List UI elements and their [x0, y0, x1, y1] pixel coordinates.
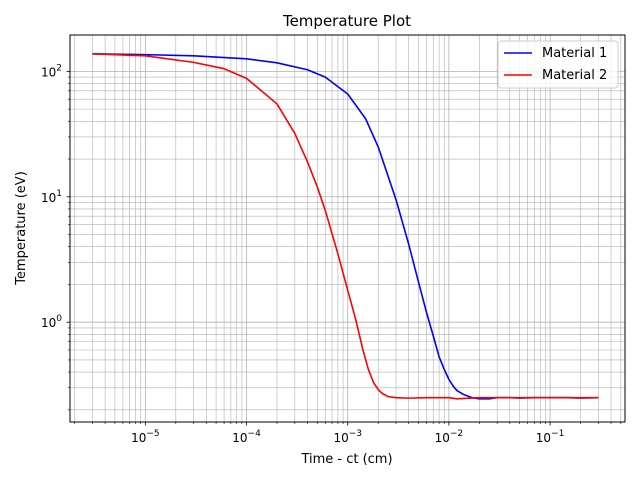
x-axis-label: Time - ct (cm): [300, 452, 392, 467]
y-tick-label: 101: [41, 189, 62, 205]
y-tick-label: 102: [41, 63, 62, 79]
chart-title: Temperature Plot: [282, 12, 411, 30]
x-tick-label: 10−4: [232, 429, 261, 445]
x-tick-label: 10−5: [131, 429, 160, 445]
legend-label-material-1: Material 1: [542, 46, 607, 61]
series-layer: [92, 53, 599, 400]
grid: [70, 35, 625, 422]
y-axis-label: Temperature (eV): [14, 171, 29, 286]
legend: Material 1 Material 2: [497, 40, 619, 89]
legend-label-material-2: Material 2: [542, 68, 607, 83]
x-tick-label: 10−1: [536, 429, 565, 445]
y-tick-label: 100: [41, 314, 62, 330]
ticks: 10−5 10−4 10−3 10−2 10−1 100 101 102: [41, 63, 622, 445]
x-tick-label: 10−3: [333, 429, 362, 445]
series-line-material-2: [92, 53, 599, 400]
x-tick-label: 10−2: [435, 429, 464, 445]
